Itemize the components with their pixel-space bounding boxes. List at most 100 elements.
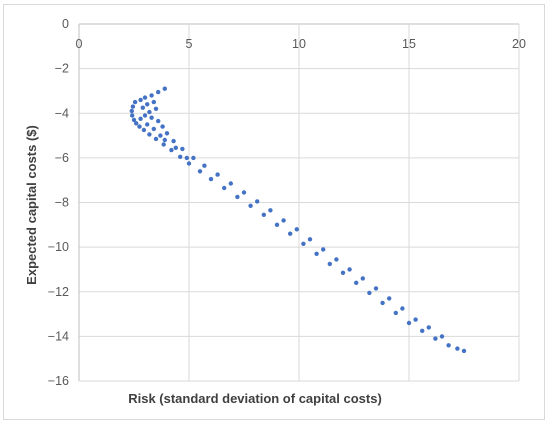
data-point	[147, 109, 152, 115]
data-point	[130, 104, 136, 109]
data-point	[138, 97, 143, 103]
data-point	[162, 137, 167, 143]
data-point	[130, 113, 135, 118]
data-point	[145, 102, 150, 107]
data-point	[327, 261, 332, 267]
data-point	[156, 118, 161, 124]
y-tick-label: −16	[48, 374, 69, 388]
data-point	[184, 155, 189, 161]
data-point	[446, 343, 451, 348]
gridlines	[78, 23, 520, 382]
data-point	[186, 161, 192, 166]
data-point	[173, 145, 178, 150]
data-point	[145, 122, 150, 127]
data-point	[149, 115, 154, 120]
data-point	[222, 185, 227, 191]
data-point	[156, 89, 161, 95]
data-point	[160, 124, 165, 129]
data-point	[334, 257, 339, 262]
data-point	[274, 222, 280, 227]
data-point	[169, 147, 174, 153]
data-point	[178, 154, 183, 159]
x-tick-label: 0	[76, 37, 83, 51]
data-point	[137, 124, 142, 129]
y-tick-label: −14	[48, 329, 69, 343]
data-point	[455, 346, 460, 351]
data-points	[129, 86, 467, 354]
data-point	[248, 203, 253, 208]
data-point	[164, 131, 170, 136]
data-point	[142, 113, 148, 118]
data-point	[261, 212, 266, 217]
x-axis-title: Risk (standard deviation of capital cost…	[128, 391, 382, 406]
data-point	[360, 276, 365, 281]
data-point	[387, 296, 392, 301]
data-point	[420, 328, 425, 333]
data-point	[380, 300, 385, 306]
y-tick-label: −6	[55, 151, 69, 165]
scatter-plot: 0 5 10 15 20 0 −2 −4 −6 −8 −10 −12 −14 −16 Risk (sta…	[24, 17, 526, 406]
data-point	[131, 117, 137, 123]
data-point	[426, 325, 431, 330]
data-point	[393, 310, 398, 316]
data-point	[373, 286, 379, 291]
y-tick-label: −4	[55, 106, 69, 120]
data-point	[354, 280, 359, 285]
data-point	[202, 163, 207, 168]
data-point	[142, 95, 148, 100]
chart-frame: 0 5 10 15 20 0 −2 −4 −6 −8 −10 −12 −14 −16 Risk (sta…	[3, 4, 545, 420]
data-point	[255, 199, 260, 204]
data-point	[132, 99, 138, 105]
data-point	[406, 320, 412, 326]
data-point	[197, 169, 203, 174]
data-point	[151, 99, 156, 105]
data-point	[347, 267, 352, 272]
data-point	[158, 133, 163, 138]
data-point	[340, 270, 346, 275]
data-point	[241, 190, 247, 195]
x-tick-label: 10	[292, 37, 306, 51]
data-point	[147, 132, 152, 137]
data-point	[171, 138, 176, 144]
data-point	[228, 181, 233, 186]
data-point	[149, 93, 154, 98]
data-point	[134, 121, 139, 126]
y-tick-label: 0	[62, 17, 69, 31]
y-tick-label: −2	[55, 62, 69, 76]
y-tick-label: −12	[48, 285, 69, 299]
y-tick-labels: 0 −2 −4 −6 −8 −10 −12 −14 −16	[48, 17, 69, 388]
data-point	[281, 218, 286, 223]
data-point	[461, 348, 467, 354]
y-tick-label: −8	[55, 196, 69, 210]
data-point	[268, 208, 273, 213]
data-point	[400, 306, 405, 311]
data-point	[180, 146, 185, 152]
data-point	[288, 231, 293, 236]
data-point	[439, 334, 445, 339]
data-point	[321, 247, 326, 252]
data-point	[294, 227, 299, 232]
y-tick-label: −10	[48, 240, 69, 254]
y-axis-title: Expected capital costs ($)	[24, 125, 39, 285]
data-point	[208, 176, 214, 182]
data-point	[153, 136, 159, 142]
data-point	[314, 251, 319, 256]
data-point	[301, 241, 306, 246]
x-tick-label: 15	[402, 37, 416, 51]
data-point	[307, 237, 313, 242]
data-point	[153, 106, 159, 112]
x-tick-labels: 0 5 10 15 20	[76, 37, 526, 51]
data-point	[433, 336, 438, 341]
data-point	[235, 194, 240, 200]
data-point	[367, 290, 372, 296]
data-point	[141, 127, 147, 133]
data-point	[191, 155, 196, 161]
data-point	[413, 317, 418, 322]
data-point	[138, 116, 143, 122]
x-tick-label: 5	[186, 37, 193, 51]
data-point	[161, 142, 166, 147]
data-point	[140, 105, 145, 110]
data-point	[215, 172, 220, 177]
data-point	[129, 108, 134, 114]
data-point	[151, 126, 156, 132]
